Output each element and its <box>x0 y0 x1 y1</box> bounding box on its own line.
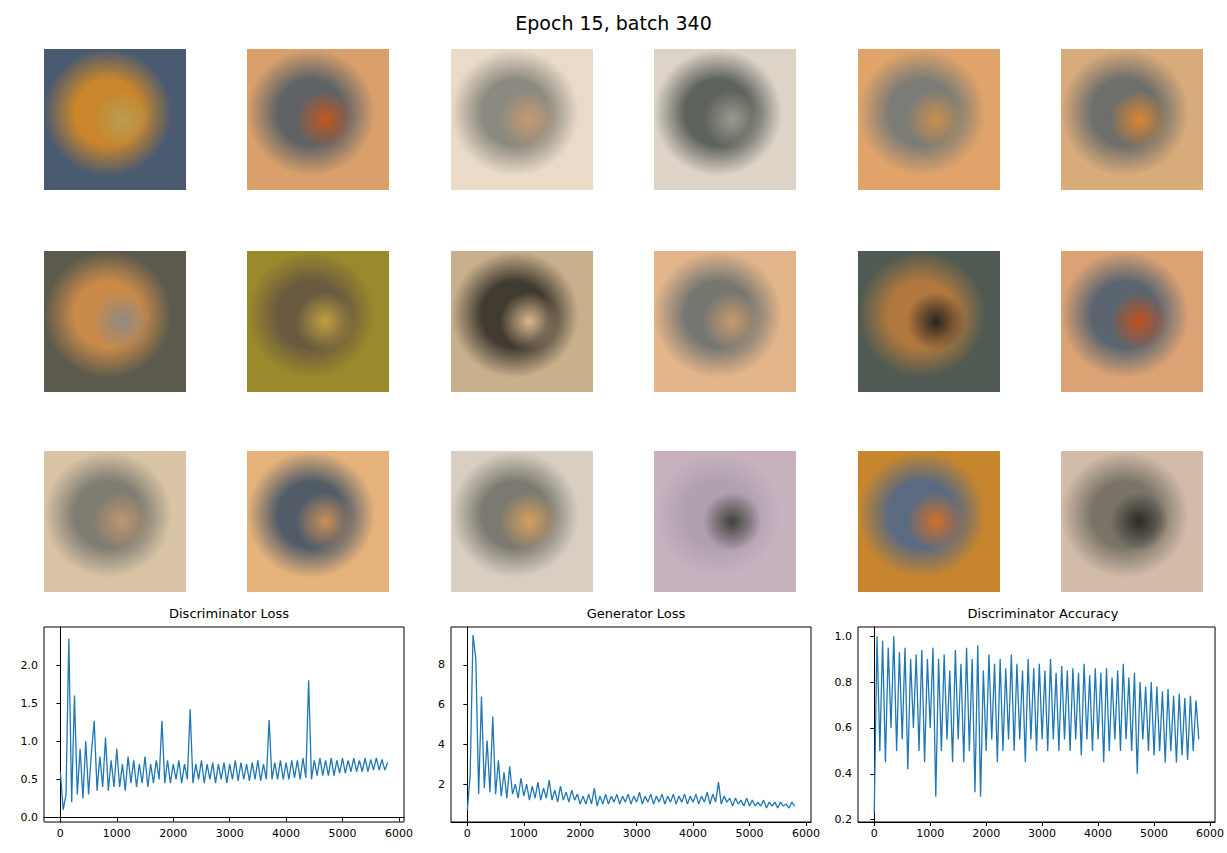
svg-text:2000: 2000 <box>159 827 187 840</box>
svg-text:2000: 2000 <box>566 827 594 840</box>
svg-text:0.2: 0.2 <box>835 813 853 826</box>
svg-text:1.0: 1.0 <box>21 735 39 748</box>
svg-text:6000: 6000 <box>385 827 413 840</box>
svg-text:0.0: 0.0 <box>21 811 39 824</box>
svg-text:0: 0 <box>871 827 878 840</box>
svg-text:0.4: 0.4 <box>835 767 853 780</box>
svg-text:0.5: 0.5 <box>21 773 39 786</box>
svg-text:3000: 3000 <box>623 827 651 840</box>
svg-text:5000: 5000 <box>1140 827 1168 840</box>
svg-text:5000: 5000 <box>328 827 356 840</box>
svg-text:Discriminator Accuracy: Discriminator Accuracy <box>968 606 1119 621</box>
svg-text:6: 6 <box>438 698 445 711</box>
svg-text:1000: 1000 <box>103 827 131 840</box>
svg-text:3000: 3000 <box>1028 827 1056 840</box>
svg-text:4000: 4000 <box>272 827 300 840</box>
svg-text:0.8: 0.8 <box>835 676 853 689</box>
svg-text:1.0: 1.0 <box>835 630 853 643</box>
svg-text:3000: 3000 <box>216 827 244 840</box>
svg-text:6000: 6000 <box>792 827 820 840</box>
svg-text:Discriminator Loss: Discriminator Loss <box>169 606 289 621</box>
svg-text:1.5: 1.5 <box>21 697 39 710</box>
svg-text:4000: 4000 <box>1084 827 1112 840</box>
svg-text:0.6: 0.6 <box>835 721 853 734</box>
svg-text:4: 4 <box>438 738 445 751</box>
svg-text:1000: 1000 <box>510 827 538 840</box>
svg-text:2000: 2000 <box>972 827 1000 840</box>
svg-text:8: 8 <box>438 658 445 671</box>
svg-text:2: 2 <box>438 778 445 791</box>
svg-text:Generator Loss: Generator Loss <box>587 606 686 621</box>
svg-text:0: 0 <box>57 827 64 840</box>
svg-text:0: 0 <box>464 827 471 840</box>
svg-text:2.0: 2.0 <box>21 659 39 672</box>
svg-text:6000: 6000 <box>1196 827 1224 840</box>
svg-text:4000: 4000 <box>679 827 707 840</box>
svg-text:Epoch 15, batch 340: Epoch 15, batch 340 <box>515 12 711 34</box>
svg-text:5000: 5000 <box>735 827 763 840</box>
svg-text:1000: 1000 <box>916 827 944 840</box>
